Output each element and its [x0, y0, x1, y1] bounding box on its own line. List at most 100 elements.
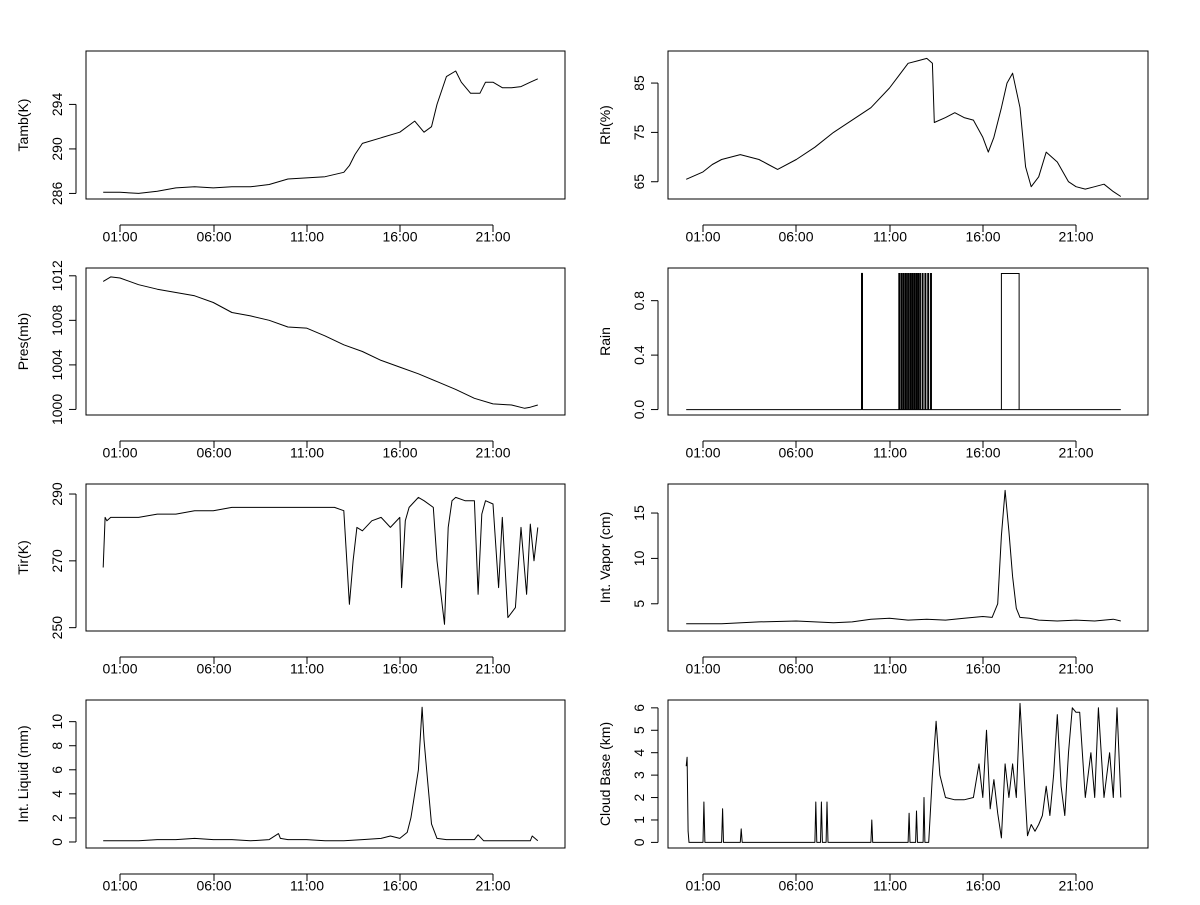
rain-pulse	[927, 272, 930, 410]
y-tick-label: 1	[631, 816, 647, 824]
x-tick-label: 01:00	[102, 877, 137, 893]
y-axis-label: Tir(K)	[15, 540, 31, 574]
series-line	[102, 496, 539, 625]
x-tick-label: 16:00	[965, 228, 1000, 244]
series-line	[102, 276, 538, 409]
y-tick-label: 0.4	[631, 345, 647, 365]
y-tick-label: 85	[631, 75, 647, 91]
x-tick-label: 01:00	[685, 877, 720, 893]
y-tick-label: 6	[49, 766, 65, 774]
x-tick-label: 11:00	[873, 877, 907, 893]
x-tick-label: 11:00	[873, 660, 907, 676]
y-tick-label: 15	[631, 505, 647, 521]
x-tick-label: 11:00	[873, 444, 907, 460]
x-tick-label: 06:00	[778, 877, 813, 893]
x-tick-label: 16:00	[965, 877, 1000, 893]
x-tick-label: 21:00	[475, 444, 510, 460]
y-tick-label: 10	[49, 714, 65, 730]
rain-pulse	[900, 272, 903, 410]
x-tick-label: 11:00	[290, 444, 324, 460]
y-tick-label: 8	[49, 742, 65, 750]
x-tick-label: 06:00	[196, 444, 231, 460]
panel-3: 01:00 06:00 11:00 16:00 21:00 1000 1004 1008 101…	[15, 260, 566, 460]
y-tick-label: 5	[631, 600, 647, 608]
y-tick-label: 294	[49, 93, 65, 117]
rain-pulse	[913, 272, 916, 410]
y-tick-label: 4	[631, 749, 647, 757]
y-tick-label: 3	[631, 771, 647, 779]
y-tick-label: 290	[49, 137, 65, 161]
y-tick-label: 250	[49, 616, 65, 640]
rain-pulse	[919, 272, 921, 410]
x-tick-label: 11:00	[873, 228, 907, 244]
y-tick-label: 6	[631, 704, 647, 712]
panel-8: 01:00 06:00 11:00 16:00 21:00 0 1 2 3 4 5 6 Cloud Ba…	[597, 699, 1149, 893]
series-line	[103, 706, 539, 842]
y-tick-label: 1008	[49, 305, 65, 336]
rain-pulse	[924, 272, 927, 410]
x-tick-label: 11:00	[290, 877, 324, 893]
panel-7: 01:00 06:00 11:00 16:00 21:00 0 2 4 6 8 10 Int. Liq…	[15, 699, 566, 893]
rain-pulse	[930, 272, 932, 410]
y-tick-label: 4	[49, 790, 65, 798]
plot-frame	[85, 699, 566, 849]
x-tick-label: 16:00	[965, 444, 1000, 460]
series-line	[103, 70, 539, 194]
panel-1: 01:00 06:00 11:00 16:00 21:00 286 290 294 Tamb(K…	[15, 50, 566, 244]
rain-pulse	[908, 272, 910, 410]
y-tick-label: 75	[631, 124, 647, 140]
y-axis-label: Tamb(K)	[15, 99, 31, 152]
y-tick-label: 2	[631, 793, 647, 801]
rain-pulse	[904, 272, 907, 410]
y-tick-label: 0.8	[631, 291, 647, 311]
x-tick-label: 21:00	[1058, 660, 1093, 676]
x-tick-label: 06:00	[778, 444, 813, 460]
y-tick-label: 5	[631, 726, 647, 734]
x-tick-label: 01:00	[102, 228, 137, 244]
plot-frame	[85, 483, 566, 632]
y-tick-label: 2	[49, 814, 65, 822]
plot-frame	[85, 267, 566, 416]
x-tick-label: 21:00	[475, 228, 510, 244]
y-axis-label: Rain	[597, 327, 613, 356]
y-tick-label: 1004	[49, 349, 65, 380]
y-tick-label: 270	[49, 549, 65, 573]
panel-4: 01:00 06:00 11:00 16:00 21:00 0.0 0.4 0.8 Rain	[597, 267, 1149, 460]
y-tick-label: 10	[631, 550, 647, 566]
x-tick-label: 01:00	[102, 660, 137, 676]
rain-pulse	[917, 272, 920, 410]
rain-pulse	[909, 272, 912, 410]
x-tick-label: 16:00	[382, 877, 417, 893]
plot-frame	[667, 50, 1149, 200]
plot-frame	[667, 483, 1149, 632]
x-tick-label: 06:00	[778, 660, 813, 676]
x-tick-label: 11:00	[290, 660, 324, 676]
y-tick-label: 0.0	[631, 400, 647, 420]
panel-2: 01:00 06:00 11:00 16:00 21:00 65 75 85 Rh(%)	[597, 50, 1149, 244]
plot-frame	[85, 50, 566, 200]
x-tick-label: 16:00	[382, 660, 417, 676]
x-tick-label: 01:00	[685, 660, 720, 676]
x-tick-label: 16:00	[382, 444, 417, 460]
rain-pulse	[1000, 272, 1020, 410]
series-line	[685, 57, 1122, 197]
rain-pulse	[921, 272, 924, 410]
x-tick-label: 01:00	[685, 228, 720, 244]
series-line	[686, 489, 1121, 625]
x-tick-label: 06:00	[196, 660, 231, 676]
rain-pulse	[915, 272, 918, 410]
y-tick-label: 0	[49, 838, 65, 846]
y-axis-label: Int. Liquid (mm)	[15, 725, 31, 822]
x-tick-label: 16:00	[965, 660, 1000, 676]
y-tick-label: 286	[49, 182, 65, 206]
x-tick-label: 21:00	[1058, 877, 1093, 893]
x-tick-label: 11:00	[290, 228, 324, 244]
panel-6: 01:00 06:00 11:00 16:00 21:00 5 10 15 Int. Vapor…	[597, 483, 1149, 676]
plot-frame	[667, 267, 1149, 416]
rain-pulse	[906, 272, 908, 410]
x-tick-label: 06:00	[196, 877, 231, 893]
y-axis-label: Pres(mb)	[15, 313, 31, 371]
rain-pulse	[902, 272, 905, 410]
